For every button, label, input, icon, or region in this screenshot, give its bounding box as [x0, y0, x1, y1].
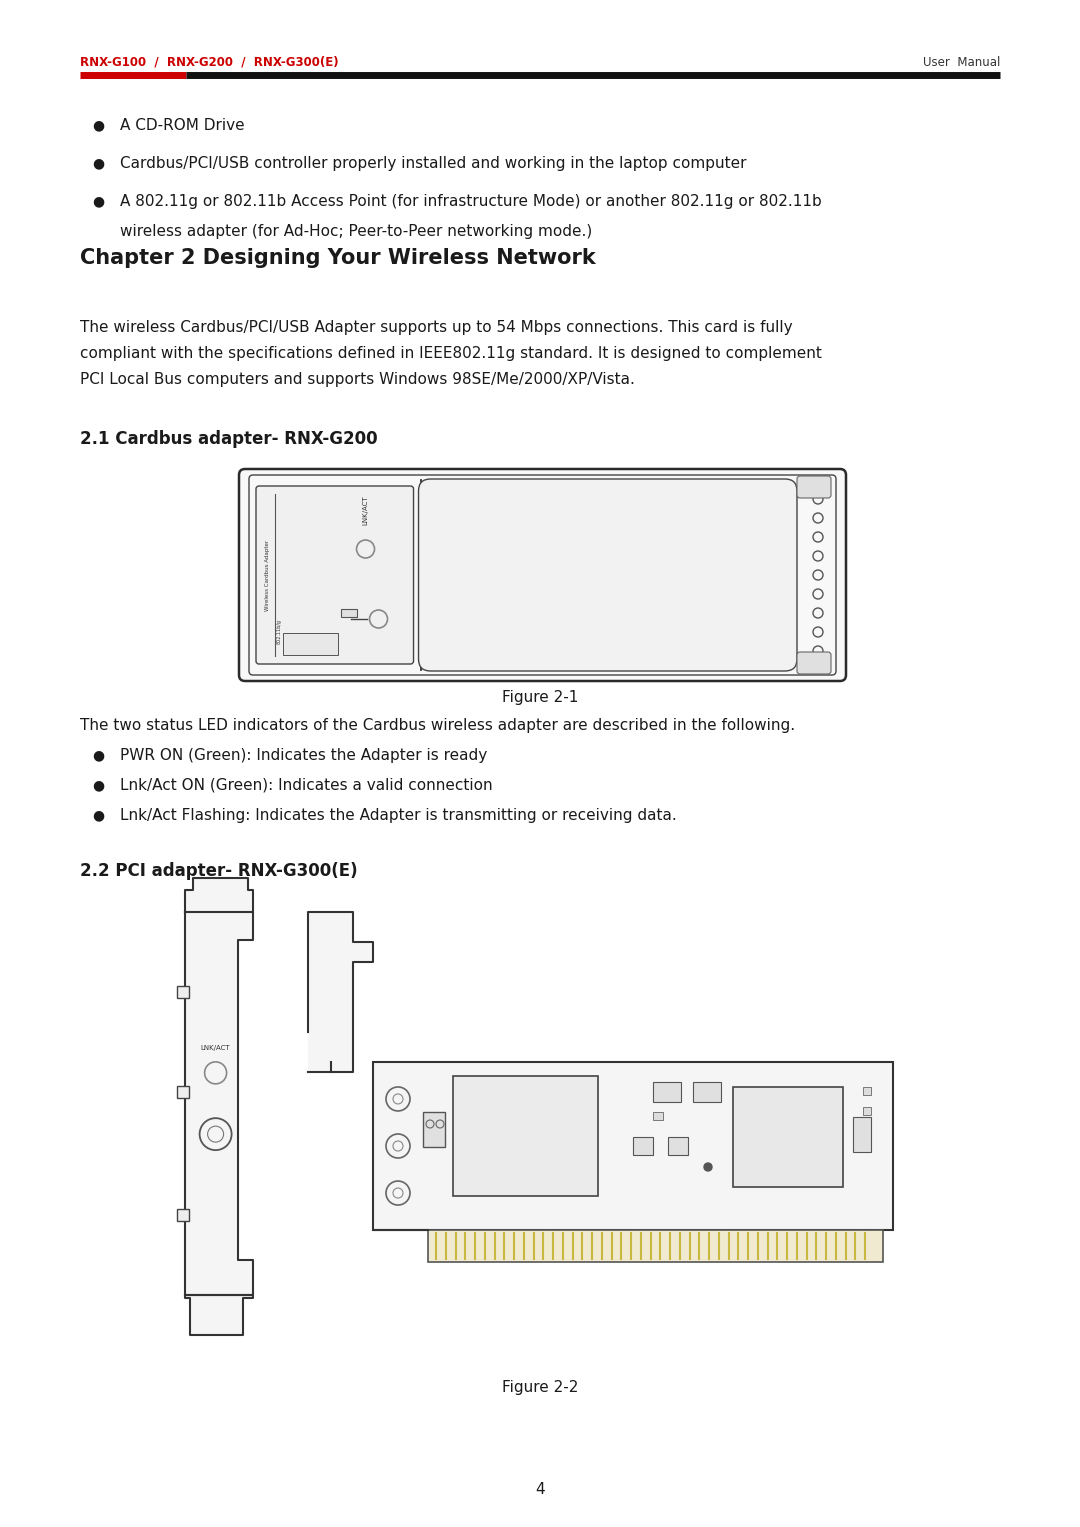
Text: PCI Local Bus computers and supports Windows 98SE/Me/2000/XP/Vista.: PCI Local Bus computers and supports Win…: [80, 373, 635, 386]
Text: The two status LED indicators of the Cardbus wireless adapter are described in t: The two status LED indicators of the Car…: [80, 718, 795, 733]
Text: Lnk/Act ON (Green): Indicates a valid connection: Lnk/Act ON (Green): Indicates a valid co…: [120, 777, 492, 793]
Bar: [373, 1061, 893, 1231]
Bar: [423, 1112, 445, 1147]
Bar: [283, 634, 338, 655]
Text: 4: 4: [536, 1483, 544, 1498]
Polygon shape: [185, 878, 253, 912]
Text: A 802.11g or 802.11b Access Point (for infrastructure Mode) or another 802.11g o: A 802.11g or 802.11b Access Point (for i…: [120, 194, 822, 209]
Text: LNK/ACT: LNK/ACT: [363, 495, 368, 525]
Text: RNX-G100  /  RNX-G200  /  RNX-G300(E): RNX-G100 / RNX-G200 / RNX-G300(E): [80, 55, 338, 69]
Bar: [693, 1083, 721, 1102]
Text: Lnk/Act Flashing: Indicates the Adapter is transmitting or receiving data.: Lnk/Act Flashing: Indicates the Adapter …: [120, 808, 677, 823]
Bar: [653, 1083, 681, 1102]
FancyBboxPatch shape: [256, 486, 414, 664]
Text: Figure 2-2: Figure 2-2: [502, 1380, 578, 1396]
Text: 2.1 Cardbus adapter- RNX-G200: 2.1 Cardbus adapter- RNX-G200: [80, 431, 378, 447]
Text: Wireless Cardbus Adapter: Wireless Cardbus Adapter: [265, 539, 270, 611]
Bar: [863, 1087, 870, 1095]
Text: Cardbus/PCI/USB controller properly installed and working in the laptop computer: Cardbus/PCI/USB controller properly inst…: [120, 156, 746, 171]
Text: 802.11b/g: 802.11b/g: [276, 618, 282, 643]
FancyBboxPatch shape: [419, 479, 797, 670]
Text: The wireless Cardbus/PCI/USB Adapter supports up to 54 Mbps connections. This ca: The wireless Cardbus/PCI/USB Adapter sup…: [80, 321, 793, 334]
Bar: [453, 1077, 598, 1196]
Bar: [853, 1116, 870, 1151]
Polygon shape: [308, 912, 373, 1072]
Bar: [177, 1209, 189, 1222]
Polygon shape: [185, 1295, 253, 1335]
Text: LNK/ACT: LNK/ACT: [201, 1044, 230, 1051]
Text: ●: ●: [92, 777, 104, 793]
Text: 2.2 PCI adapter- RNX-G300(E): 2.2 PCI adapter- RNX-G300(E): [80, 863, 357, 880]
Bar: [340, 609, 356, 617]
Text: Chapter 2 Designing Your Wireless Network: Chapter 2 Designing Your Wireless Networ…: [80, 247, 596, 269]
Bar: [177, 986, 189, 999]
Bar: [863, 1107, 870, 1115]
Text: ●: ●: [92, 156, 104, 169]
Text: wireless adapter (for Ad-Hoc; Peer-to-Peer networking mode.): wireless adapter (for Ad-Hoc; Peer-to-Pe…: [120, 224, 592, 240]
Text: Figure 2-1: Figure 2-1: [502, 690, 578, 705]
Text: ●: ●: [92, 808, 104, 822]
Text: PWR ON (Green): Indicates the Adapter is ready: PWR ON (Green): Indicates the Adapter is…: [120, 748, 487, 764]
Circle shape: [704, 1164, 712, 1171]
Text: ●: ●: [92, 118, 104, 131]
Text: compliant with the specifications defined in IEEE802.11g standard. It is designe: compliant with the specifications define…: [80, 347, 822, 360]
Text: A CD-ROM Drive: A CD-ROM Drive: [120, 118, 244, 133]
Text: ●: ●: [92, 194, 104, 208]
FancyBboxPatch shape: [239, 469, 846, 681]
Bar: [733, 1087, 843, 1186]
Polygon shape: [185, 912, 253, 1295]
FancyBboxPatch shape: [797, 652, 831, 673]
Bar: [633, 1138, 653, 1154]
Bar: [669, 1138, 688, 1154]
Bar: [428, 1231, 883, 1261]
FancyBboxPatch shape: [797, 476, 831, 498]
Bar: [653, 1112, 663, 1119]
Text: User  Manual: User Manual: [922, 55, 1000, 69]
Text: ●: ●: [92, 748, 104, 762]
Bar: [177, 1086, 189, 1098]
